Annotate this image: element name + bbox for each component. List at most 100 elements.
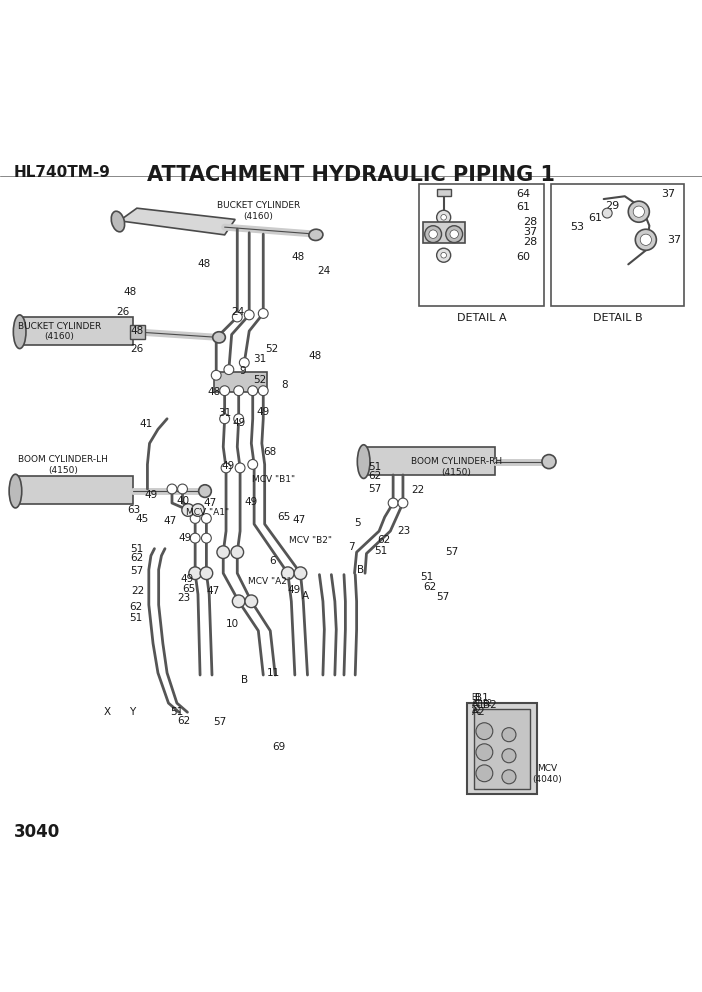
Text: 48: 48: [309, 350, 322, 361]
Bar: [130, 324, 145, 338]
Text: Y: Y: [129, 706, 135, 716]
Text: B1: B1: [472, 693, 482, 702]
Text: 24: 24: [232, 308, 245, 317]
Circle shape: [190, 534, 200, 543]
Text: 53: 53: [570, 222, 584, 232]
Text: 51: 51: [374, 546, 388, 556]
Text: MCV
(4040): MCV (4040): [533, 764, 562, 784]
Text: BUCKET CYLINDER
(4160): BUCKET CYLINDER (4160): [217, 201, 300, 220]
Text: 51: 51: [129, 613, 143, 623]
Text: 60: 60: [516, 252, 530, 262]
Circle shape: [178, 484, 187, 494]
Text: A2: A2: [472, 707, 486, 717]
Text: 47: 47: [292, 515, 305, 525]
Text: 48: 48: [291, 252, 305, 262]
Text: B1: B1: [475, 693, 489, 703]
Circle shape: [182, 504, 194, 517]
Circle shape: [220, 386, 230, 396]
Circle shape: [217, 546, 230, 558]
Text: 57: 57: [369, 484, 382, 494]
Text: 6: 6: [270, 556, 276, 565]
Bar: [214, 372, 267, 392]
Text: 48: 48: [197, 259, 211, 270]
Text: 41: 41: [140, 420, 153, 430]
Text: 62: 62: [377, 535, 390, 545]
Text: 37: 37: [523, 227, 537, 237]
Bar: [21, 317, 133, 345]
Circle shape: [231, 546, 244, 558]
Text: 62: 62: [177, 715, 190, 725]
Circle shape: [476, 765, 493, 782]
Circle shape: [248, 459, 258, 469]
Text: B2: B2: [482, 699, 492, 708]
Text: 45: 45: [135, 514, 149, 524]
Text: 49: 49: [232, 418, 246, 428]
Circle shape: [640, 234, 651, 245]
Text: 24: 24: [317, 267, 331, 277]
Circle shape: [189, 566, 201, 579]
Text: 48: 48: [208, 387, 221, 397]
Text: 49: 49: [178, 533, 192, 544]
Circle shape: [239, 358, 249, 367]
Text: 22: 22: [411, 485, 425, 495]
Circle shape: [441, 214, 446, 220]
Text: 57: 57: [213, 717, 226, 727]
Bar: [18, 476, 133, 504]
Text: 49: 49: [244, 497, 258, 507]
Text: 62: 62: [423, 582, 437, 592]
Text: 51: 51: [131, 545, 144, 555]
Circle shape: [220, 414, 230, 424]
Circle shape: [190, 514, 200, 524]
Circle shape: [502, 749, 516, 763]
Text: 61: 61: [588, 213, 602, 223]
Text: BUCKET CYLINDER
(4160): BUCKET CYLINDER (4160): [18, 322, 101, 341]
Text: 49: 49: [180, 573, 194, 584]
Ellipse shape: [111, 211, 125, 232]
Text: 11: 11: [267, 668, 280, 678]
Text: 8: 8: [281, 380, 287, 390]
Circle shape: [211, 370, 221, 380]
Text: 62: 62: [131, 553, 144, 562]
Circle shape: [446, 226, 463, 243]
Circle shape: [476, 723, 493, 740]
Text: 47: 47: [206, 586, 220, 596]
Circle shape: [244, 310, 254, 319]
Bar: [419, 184, 544, 307]
Text: MCV "A1": MCV "A1": [186, 508, 230, 517]
Circle shape: [602, 208, 612, 218]
Text: A: A: [302, 590, 309, 601]
Circle shape: [628, 201, 649, 222]
Text: 57: 57: [437, 592, 450, 602]
Text: 65: 65: [182, 583, 195, 593]
Bar: [365, 446, 495, 475]
Text: 31: 31: [253, 354, 266, 364]
Text: 52: 52: [253, 375, 266, 385]
Circle shape: [224, 365, 234, 375]
Text: 5: 5: [354, 518, 360, 528]
Text: 26: 26: [117, 308, 130, 317]
Text: B: B: [241, 675, 249, 684]
Circle shape: [258, 309, 268, 318]
Text: 10: 10: [225, 619, 239, 629]
Text: 31: 31: [218, 408, 232, 419]
Text: 51: 51: [420, 572, 434, 582]
Text: 49: 49: [256, 407, 270, 417]
Text: 47: 47: [204, 498, 217, 508]
Circle shape: [282, 566, 294, 579]
Text: 51: 51: [369, 461, 382, 471]
Circle shape: [232, 312, 242, 322]
Text: 9: 9: [239, 366, 246, 376]
Text: 37: 37: [667, 235, 681, 245]
Circle shape: [633, 206, 644, 217]
Circle shape: [235, 463, 245, 473]
Text: MCV "B1": MCV "B1": [252, 475, 296, 484]
Text: 61: 61: [516, 201, 530, 211]
Text: HL740TM-9: HL740TM-9: [14, 165, 111, 180]
Text: 22: 22: [131, 585, 145, 596]
Circle shape: [476, 744, 493, 761]
Text: A1: A1: [472, 700, 486, 710]
Text: MCV "B2": MCV "B2": [289, 536, 332, 545]
Text: 62: 62: [129, 602, 143, 612]
Text: 28: 28: [523, 217, 537, 227]
Text: 48: 48: [124, 288, 137, 298]
